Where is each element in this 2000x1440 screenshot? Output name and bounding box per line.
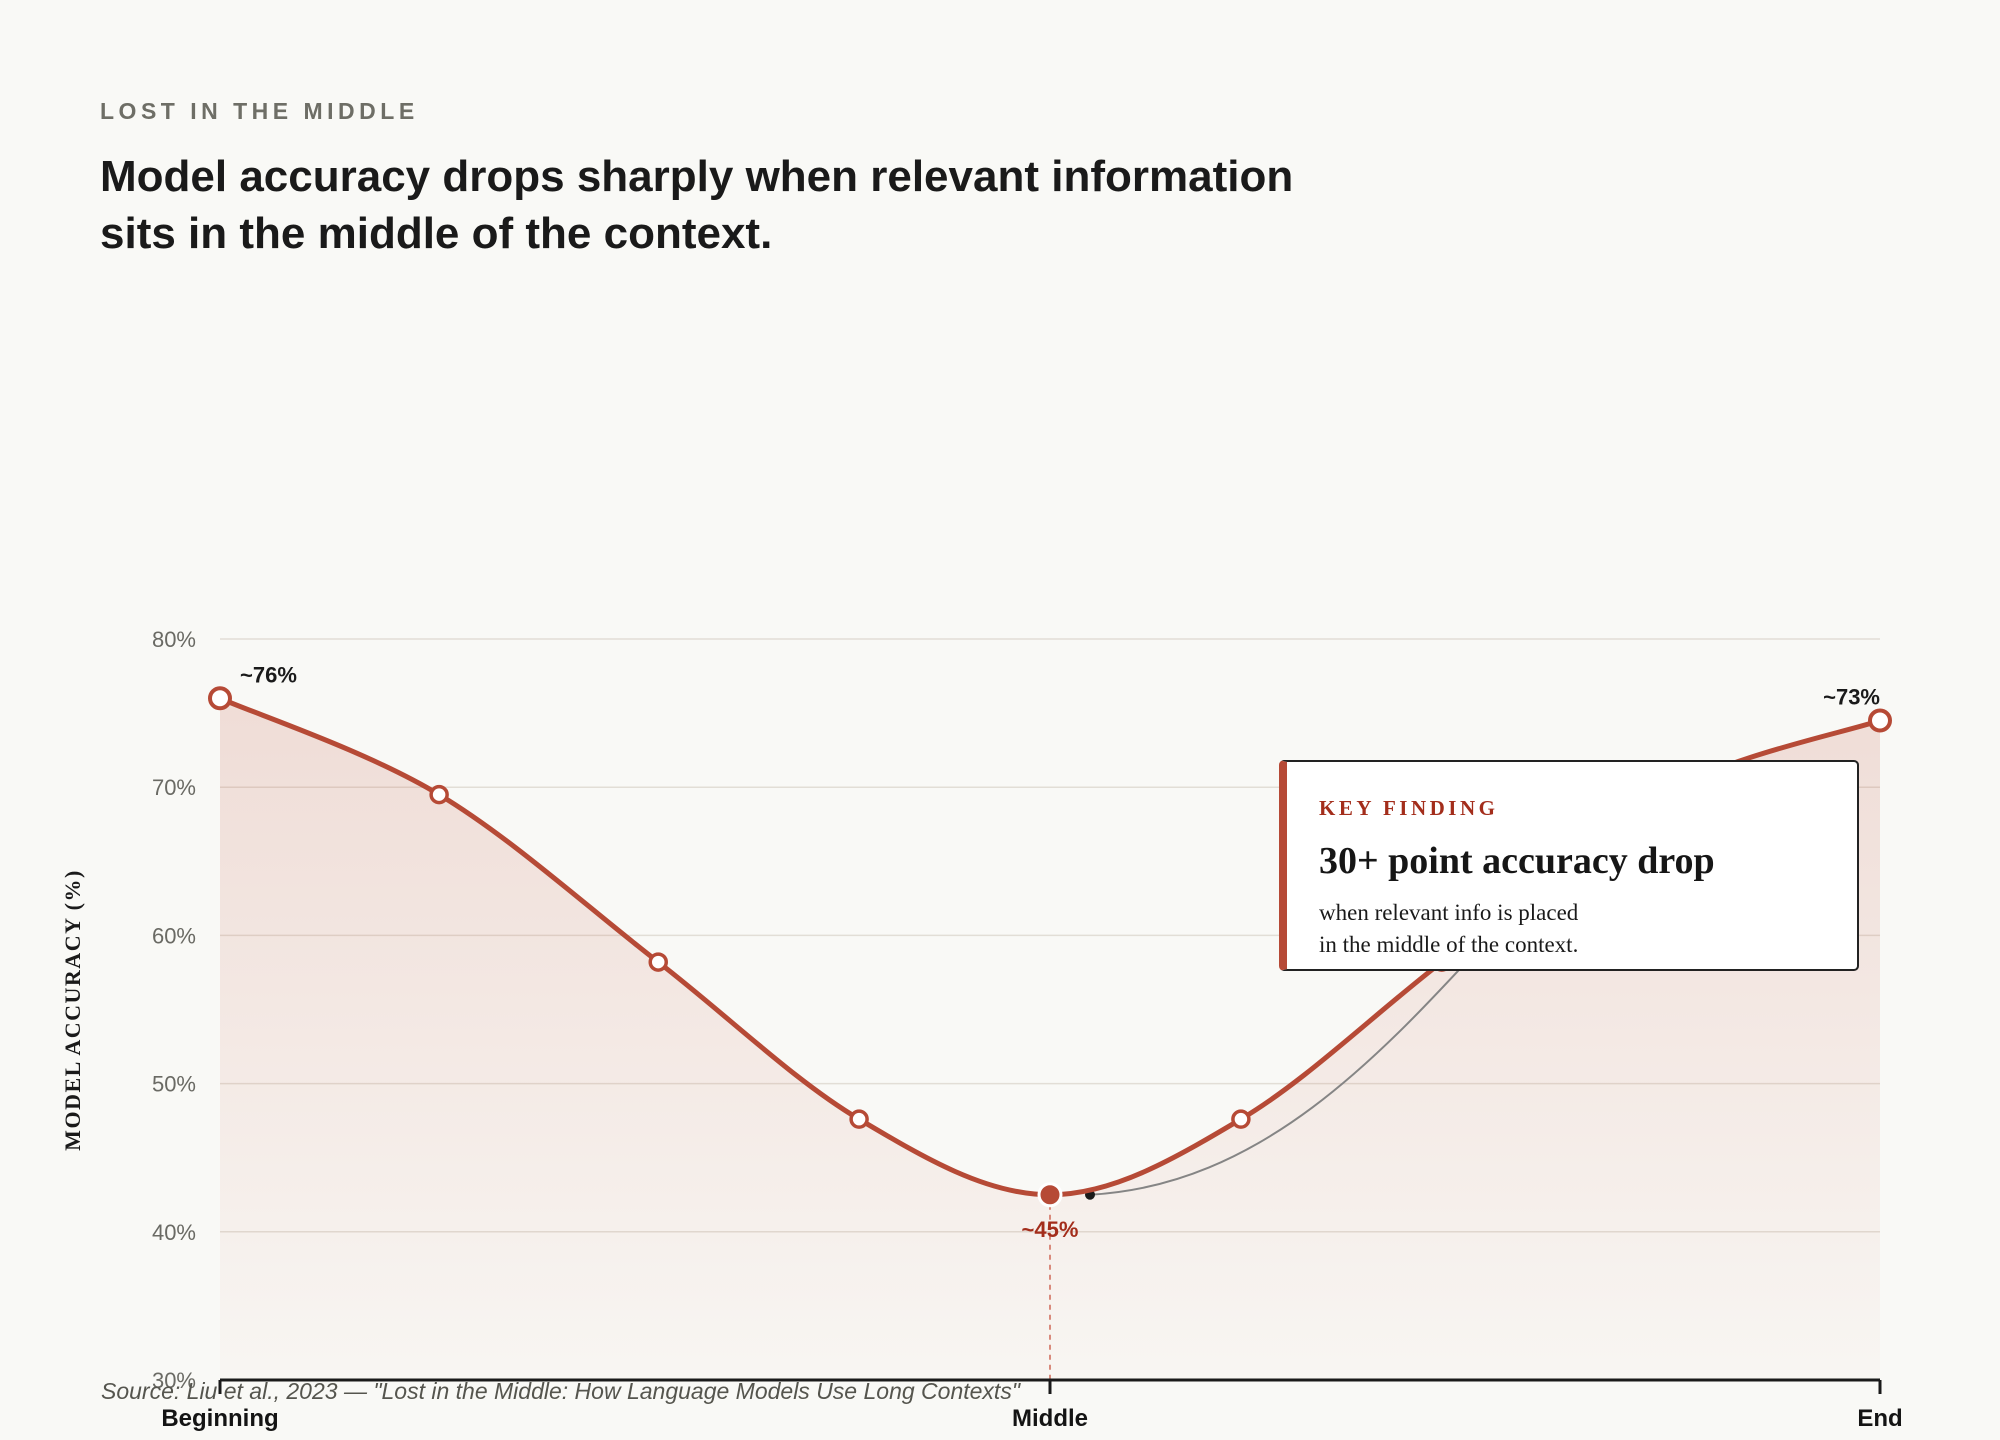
y-tick-label: 40% xyxy=(152,1220,196,1245)
data-point xyxy=(208,686,232,711)
data-label: ~73% xyxy=(1823,685,1880,710)
data-point xyxy=(1037,1182,1063,1208)
axes: Beginning Middle End MODEL ACCURACY (%) xyxy=(60,869,1903,1432)
data-point xyxy=(1868,708,1892,733)
data-point xyxy=(429,784,449,805)
callout-body: when relevant info is placed in the midd… xyxy=(1319,900,1579,957)
callout-kicker: KEY FINDING xyxy=(1319,796,1499,820)
chart-eyebrow: LOST IN THE MIDDLE xyxy=(100,98,419,124)
data-label: ~76% xyxy=(240,662,297,687)
x-tick-label: End xyxy=(1857,1405,1902,1432)
data-point xyxy=(1231,1109,1251,1129)
data-point xyxy=(648,952,668,972)
callout-title: 30+ point accuracy drop xyxy=(1319,840,1715,882)
x-tick-label: Beginning xyxy=(161,1405,278,1432)
data-label: ~45% xyxy=(1022,1217,1079,1242)
data-point xyxy=(849,1109,869,1129)
y-tick-label: 70% xyxy=(152,775,196,800)
y-tick-label: 50% xyxy=(152,1072,196,1097)
y-axis-title: MODEL ACCURACY (%) xyxy=(60,869,85,1151)
y-tick-label: 60% xyxy=(152,923,196,948)
source-note: Source: Liu et al., 2023 — "Lost in the … xyxy=(101,1378,1020,1404)
data-labels: ~76% ~45% ~73% xyxy=(240,662,1880,1241)
y-tick-label: 30% xyxy=(152,1368,196,1393)
key-finding-callout: KEY FINDING 30+ point accuracy drop when… xyxy=(1279,760,1859,971)
y-tick-label: 80% xyxy=(152,627,196,652)
chart-headline: Model accuracy drops sharply when releva… xyxy=(100,152,1294,258)
x-tick-label: Middle xyxy=(1012,1405,1088,1432)
accuracy-area xyxy=(220,698,1880,1380)
